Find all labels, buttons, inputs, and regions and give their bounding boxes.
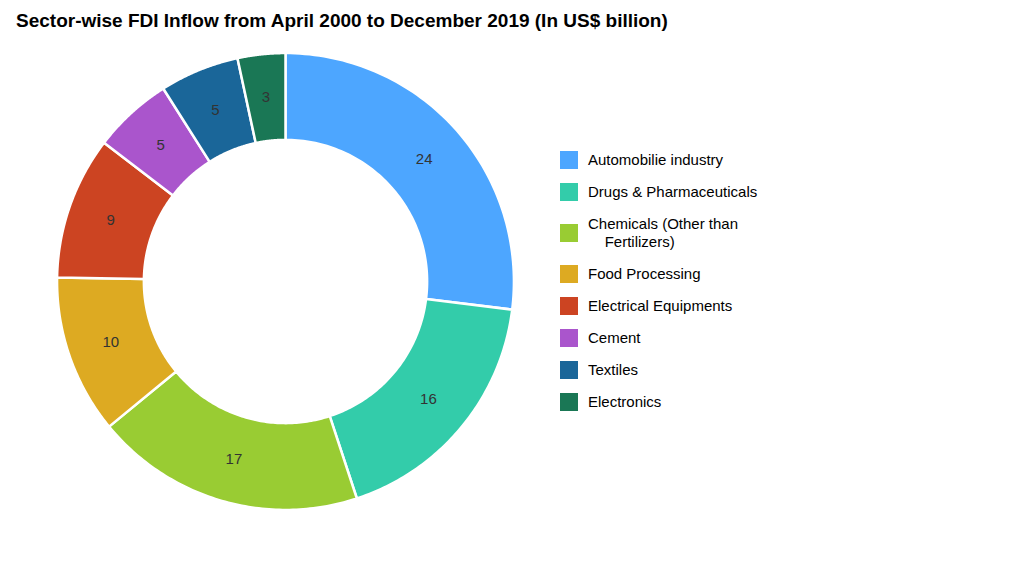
svg-text:16: 16	[420, 390, 437, 407]
html-text:Electrical Equipments: Electrical Equipments	[588, 297, 733, 314]
svg-text:17: 17	[226, 450, 243, 467]
svg-text:24: 24	[416, 150, 433, 167]
html-text:Chemicals (Other than Fertiliz: Chemicals (Other than Fertilizers)	[588, 215, 739, 250]
svg-text:9: 9	[107, 211, 115, 228]
html-text:Sector-wise FDI Inflow from Ap: Sector-wise FDI Inflow from April 2000 t…	[16, 10, 668, 31]
html-text:Electronics: Electronics	[588, 393, 662, 410]
svg-text:5: 5	[211, 101, 219, 118]
html-text:Food Processing: Food Processing	[588, 265, 701, 282]
svg-text:5: 5	[156, 136, 164, 153]
html-text:Drugs & Pharmaceuticals: Drugs & Pharmaceuticals	[588, 183, 758, 200]
html-text:Automobilie industry: Automobilie industry	[588, 151, 724, 168]
svg-text:3: 3	[262, 88, 270, 105]
svg-text:10: 10	[102, 333, 119, 350]
html-text:Textiles: Textiles	[588, 361, 638, 378]
html-text:Cement: Cement	[588, 329, 641, 346]
